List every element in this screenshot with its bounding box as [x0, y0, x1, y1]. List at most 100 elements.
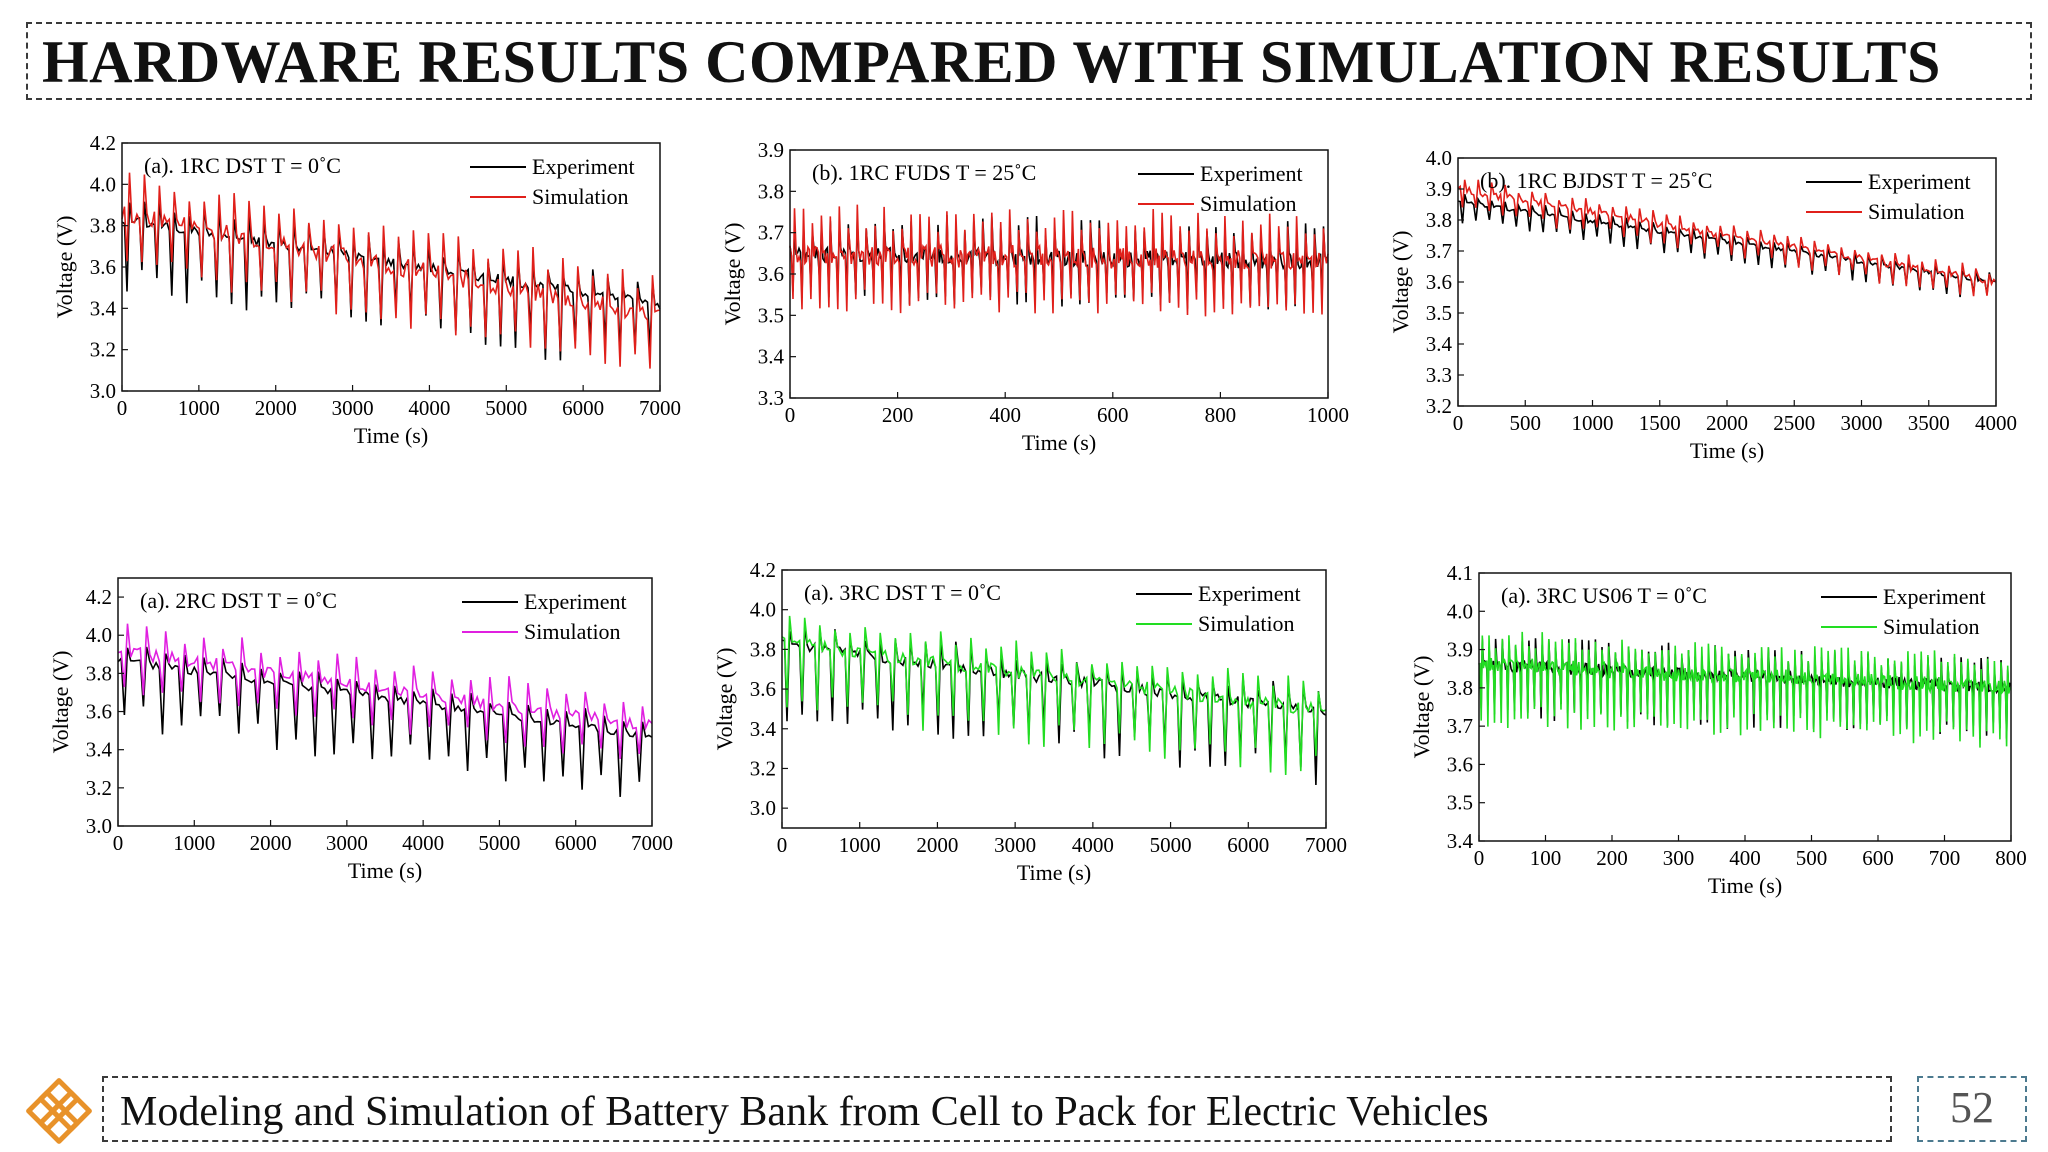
y-tick-label: 3.2	[1426, 394, 1452, 418]
y-tick-label: 4.2	[90, 131, 116, 155]
x-tick-label: 0	[785, 403, 796, 427]
y-tick-label: 3.4	[86, 738, 113, 762]
x-tick-label: 100	[1530, 846, 1562, 870]
chart-title: (a). 2RC DST T = 0˚C	[140, 588, 337, 613]
x-tick-label: 0	[117, 396, 128, 420]
x-tick-label: 200	[1596, 846, 1628, 870]
x-tick-label: 3000	[332, 396, 374, 420]
x-tick-label: 0	[113, 831, 124, 855]
title-box: HARDWARE RESULTS COMPARED WITH SIMULATIO…	[26, 22, 2032, 100]
legend-label: Experiment	[1200, 161, 1303, 186]
series-line-simulation	[1457, 179, 1997, 297]
y-tick-label: 3.4	[1447, 829, 1474, 853]
legend-label: Simulation	[1868, 199, 1965, 224]
x-tick-label: 1000	[173, 831, 215, 855]
plot-frame	[1457, 157, 1997, 407]
x-tick-label: 200	[882, 403, 914, 427]
knot-logo-icon	[26, 1078, 92, 1144]
legend-label: Simulation	[524, 619, 621, 644]
x-tick-label: 600	[1097, 403, 1129, 427]
x-tick-label: 1000	[1572, 411, 1614, 435]
x-tick-label: 3500	[1908, 411, 1950, 435]
y-tick-label: 3.8	[90, 214, 116, 238]
x-tick-label: 0	[777, 833, 788, 857]
y-tick-label: 3.8	[758, 179, 784, 203]
x-tick-label: 7000	[639, 396, 681, 420]
legend-label: Simulation	[1198, 611, 1295, 636]
x-tick-label: 1000	[1307, 403, 1349, 427]
x-tick-label: 4000	[1975, 411, 2017, 435]
chart-title: (a). 3RC US06 T = 0˚C	[1501, 583, 1707, 608]
plot-frame	[789, 149, 1329, 399]
y-tick-label: 3.8	[750, 637, 776, 661]
y-tick-label: 3.8	[1447, 676, 1473, 700]
series-line-simulation	[117, 623, 653, 759]
series-line-simulation	[121, 172, 661, 369]
y-tick-label: 3.6	[1447, 752, 1473, 776]
y-tick-label: 3.6	[758, 262, 784, 286]
x-tick-label: 3000	[326, 831, 368, 855]
y-tick-label: 3.6	[90, 255, 116, 279]
x-tick-label: 600	[1862, 846, 1894, 870]
slide-title: HARDWARE RESULTS COMPARED WITH SIMULATIO…	[42, 29, 1941, 95]
x-tick-label: 4000	[1072, 833, 1114, 857]
x-tick-label: 3000	[1841, 411, 1883, 435]
x-tick-label: 7000	[631, 831, 673, 855]
y-tick-label: 4.0	[750, 598, 776, 622]
footer-box: Modeling and Simulation of Battery Bank …	[102, 1076, 1892, 1142]
y-tick-label: 3.9	[1426, 177, 1452, 201]
series-line-experiment	[117, 646, 653, 797]
y-tick-label: 3.0	[90, 379, 116, 403]
y-tick-label: 3.0	[86, 814, 112, 838]
y-tick-label: 3.8	[1426, 208, 1452, 232]
page-number-box: 52	[1917, 1076, 2027, 1142]
x-tick-label: 300	[1663, 846, 1695, 870]
chart-3rc-dst: 3.0 3.2 3.4 3.6 3.8 4.0 4.2 0 1000 2000 3000 4000 50…	[700, 558, 1347, 897]
chart-title: (b). 1RC BJDST T = 25˚C	[1480, 168, 1712, 193]
x-tick-label: 3000	[994, 833, 1036, 857]
y-tick-label: 3.7	[1447, 714, 1473, 738]
x-tick-label: 5000	[478, 831, 520, 855]
y-tick-label: 3.4	[1426, 332, 1453, 356]
chart-title: (a). 3RC DST T = 0˚C	[804, 580, 1001, 605]
y-axis-label: Voltage (V)	[1388, 231, 1413, 334]
series-line-experiment	[782, 627, 1327, 786]
y-tick-label: 4.0	[86, 623, 112, 647]
x-tick-label: 6000	[1227, 833, 1269, 857]
chart-1rc-fuds: 3.3 3.4 3.5 3.6 3.7 3.8 3.9 0 200 400 600 800 1000 Ti…	[720, 138, 1349, 467]
x-tick-label: 5000	[485, 396, 527, 420]
y-tick-label: 3.3	[758, 386, 784, 410]
x-axis-label: Time (s)	[1017, 860, 1091, 885]
x-axis-label: Time (s)	[1022, 430, 1096, 455]
y-axis-label: Voltage (V)	[52, 216, 77, 319]
y-axis-label: Voltage (V)	[720, 223, 745, 326]
y-tick-label: 3.8	[86, 661, 112, 685]
series-line-simulation	[789, 204, 1329, 317]
y-tick-label: 4.0	[1447, 599, 1473, 623]
y-tick-label: 3.4	[758, 345, 785, 369]
page-number: 52	[1950, 1083, 1994, 1132]
y-tick-label: 4.2	[750, 558, 776, 582]
chart-svg: 3.0 3.2 3.4 3.6 3.8 4.0 4.2 0 1000 2000 3000 4000 50…	[48, 577, 673, 883]
x-tick-label: 6000	[562, 396, 604, 420]
legend-label: Experiment	[1883, 584, 1986, 609]
x-axis-label: Time (s)	[348, 858, 422, 883]
y-tick-label: 3.2	[90, 338, 116, 362]
x-tick-label: 2000	[1706, 411, 1748, 435]
x-tick-label: 500	[1510, 411, 1542, 435]
x-tick-label: 7000	[1305, 833, 1347, 857]
x-tick-label: 1000	[178, 396, 220, 420]
x-tick-label: 4000	[408, 396, 450, 420]
y-tick-label: 3.7	[758, 221, 784, 245]
y-tick-label: 3.2	[86, 776, 112, 800]
x-tick-label: 700	[1929, 846, 1961, 870]
footer-text: Modeling and Simulation of Battery Bank …	[120, 1089, 1489, 1135]
x-tick-label: 4000	[402, 831, 444, 855]
legend-label: Simulation	[1883, 614, 1980, 639]
series-line-simulation	[1478, 631, 2012, 748]
legend-label: Experiment	[524, 589, 627, 614]
chart-1rc-bjdst: 3.2 3.3 3.4 3.5 3.6 3.7 3.8 3.9 4.0 0 500 1000 1500 2…	[1388, 146, 2017, 475]
x-tick-label: 2000	[250, 831, 292, 855]
y-tick-label: 3.5	[758, 303, 784, 327]
y-tick-label: 3.5	[1426, 301, 1452, 325]
